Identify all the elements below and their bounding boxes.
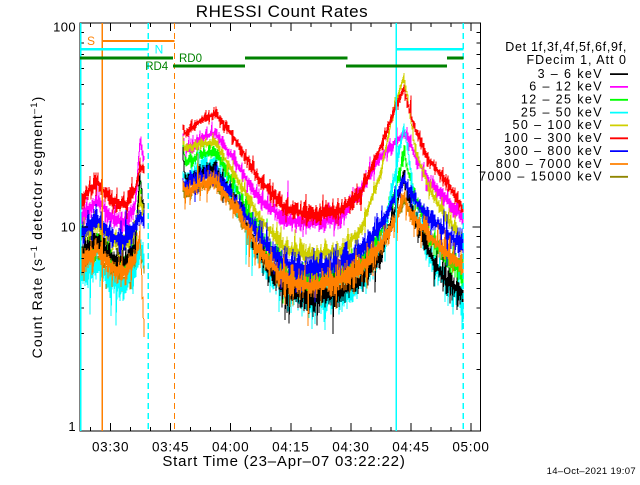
svg-text:10: 10 <box>61 220 76 235</box>
svg-text:RD4: RD4 <box>145 61 169 73</box>
svg-text:12 – 25 keV: 12 – 25 keV <box>521 93 603 107</box>
svg-text:RD0: RD0 <box>179 53 202 65</box>
svg-text:Start Time (23–Apr–07 03:22:22: Start Time (23–Apr–07 03:22:22) <box>162 453 405 470</box>
svg-text:04:30: 04:30 <box>332 440 369 455</box>
svg-text:Count Rate (s–1 detector segme: Count Rate (s–1 detector segment–1) <box>29 96 45 359</box>
svg-text:03:45: 03:45 <box>152 440 189 455</box>
svg-text:S: S <box>87 34 95 48</box>
svg-text:50 – 100 keV: 50 – 100 keV <box>513 118 603 132</box>
svg-text:7000 – 15000 keV: 7000 – 15000 keV <box>479 170 603 184</box>
svg-text:RHESSI Count Rates: RHESSI Count Rates <box>196 2 368 21</box>
svg-text:N: N <box>155 43 164 57</box>
svg-text:04:15: 04:15 <box>272 440 309 455</box>
svg-text:Det 1f,3f,4f,5f,6f,9f,: Det 1f,3f,4f,5f,6f,9f, <box>505 40 627 54</box>
svg-text:100 – 300 keV: 100 – 300 keV <box>504 131 603 145</box>
svg-text:3 – 6 keV: 3 – 6 keV <box>538 67 603 81</box>
svg-text:FDecim 1, Att 0: FDecim 1, Att 0 <box>527 53 627 67</box>
svg-text:05:00: 05:00 <box>452 440 489 455</box>
svg-text:800 – 7000 keV: 800 – 7000 keV <box>496 157 603 171</box>
svg-text:6 – 12 keV: 6 – 12 keV <box>529 80 603 94</box>
svg-text:100: 100 <box>53 20 76 35</box>
svg-text:14–Oct–2021 19:07: 14–Oct–2021 19:07 <box>547 466 636 477</box>
svg-text:03:30: 03:30 <box>92 440 129 455</box>
svg-text:1: 1 <box>68 419 76 434</box>
svg-text:04:00: 04:00 <box>212 440 249 455</box>
svg-text:25 – 50 keV: 25 – 50 keV <box>521 105 603 119</box>
svg-text:04:45: 04:45 <box>392 440 429 455</box>
svg-text:300 – 800 keV: 300 – 800 keV <box>504 144 603 158</box>
